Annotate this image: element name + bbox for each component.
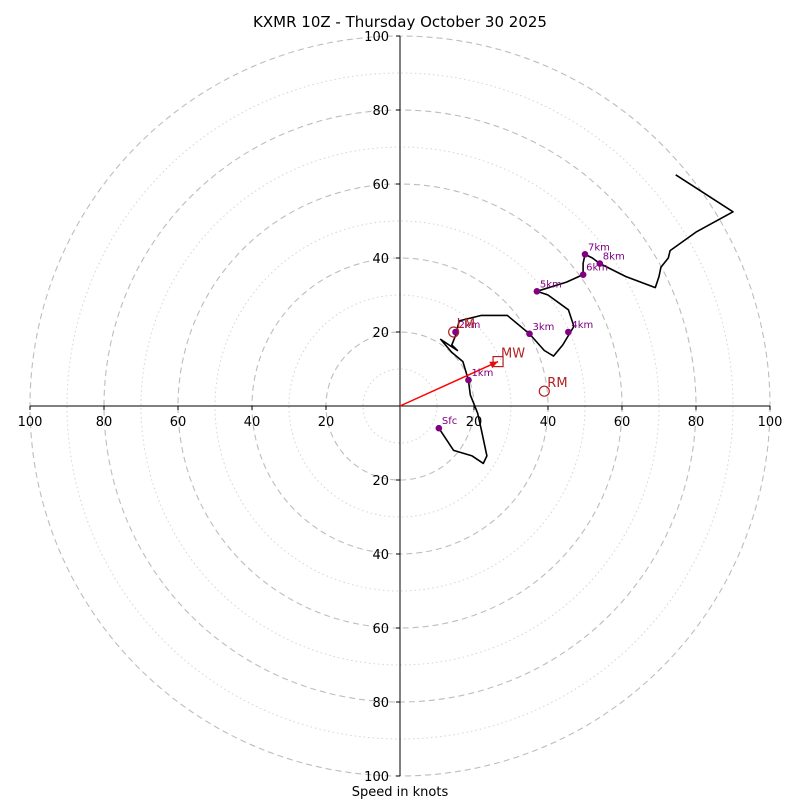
height-marker-sfc [435,424,443,432]
y-tick-label: 40 [372,548,389,563]
height-marker-3km [526,330,533,338]
height-label-3km: 3km [533,322,555,333]
x-tick-label: 40 [244,415,261,430]
x-tick-label: 80 [96,415,113,430]
x-axis-label: Speed in knots [352,785,449,800]
height-label-sfc: Sfc [442,416,457,427]
y-tick-label: 20 [372,474,389,489]
mean-wind-vector [399,360,499,407]
height-label-5km: 5km [540,279,562,290]
height-label-1km: 1km [471,368,493,379]
storm-motion-label-lm: LM [457,317,475,332]
y-tick-label: 80 [372,696,389,711]
x-tick-label: 80 [688,415,705,430]
x-tick-label: 40 [540,415,557,430]
storm-motions: MW RM LM [448,317,568,397]
height-label-6km: 6km [586,263,608,274]
y-tick-label: 100 [364,30,389,45]
storm-motion-label-mw: MW [501,347,525,362]
height-marker-4km [565,328,572,336]
y-tick-label: 60 [372,622,389,637]
hodograph-trace [438,174,734,465]
y-tick-label: 80 [372,104,389,119]
mean-wind-arrowhead [489,361,499,369]
height-label-8km: 8km [603,252,625,263]
x-tick-label: 60 [170,415,187,430]
y-tick-label: 100 [364,770,389,785]
storm-motion-marker-mw [492,356,504,368]
height-marker-6km [579,271,587,278]
height-marker-5km [533,288,541,295]
height-marker-2km [452,328,459,336]
y-tick-label: 40 [372,252,389,267]
chart-title: KXMR 10Z - Thursday October 30 2025 [253,13,547,31]
height-marker-8km [596,260,604,267]
storm-motion-marker-rm [538,385,550,397]
storm-motion-marker-lm [448,326,460,338]
hodograph-trace-group [438,174,734,465]
storm-motion-label-rm: RM [547,376,567,391]
x-tick-label: 100 [758,415,783,430]
height-marker-7km [581,251,589,258]
y-tick-label: 60 [372,178,389,193]
mean-wind-vector-group [399,360,499,407]
height-label-2km: 2km [459,320,481,331]
height-label-4km: 4km [571,320,593,331]
tick-labels: 100 80 60 40 20 20 40 60 80 100100806040202040608… [18,30,783,785]
height-marker-1km [465,376,472,384]
height-label-7km: 7km [588,242,610,253]
x-tick-label: 100 [18,415,43,430]
y-tick-label: 20 [372,326,389,341]
x-tick-label: 20 [318,415,335,430]
x-tick-label: 60 [614,415,631,430]
